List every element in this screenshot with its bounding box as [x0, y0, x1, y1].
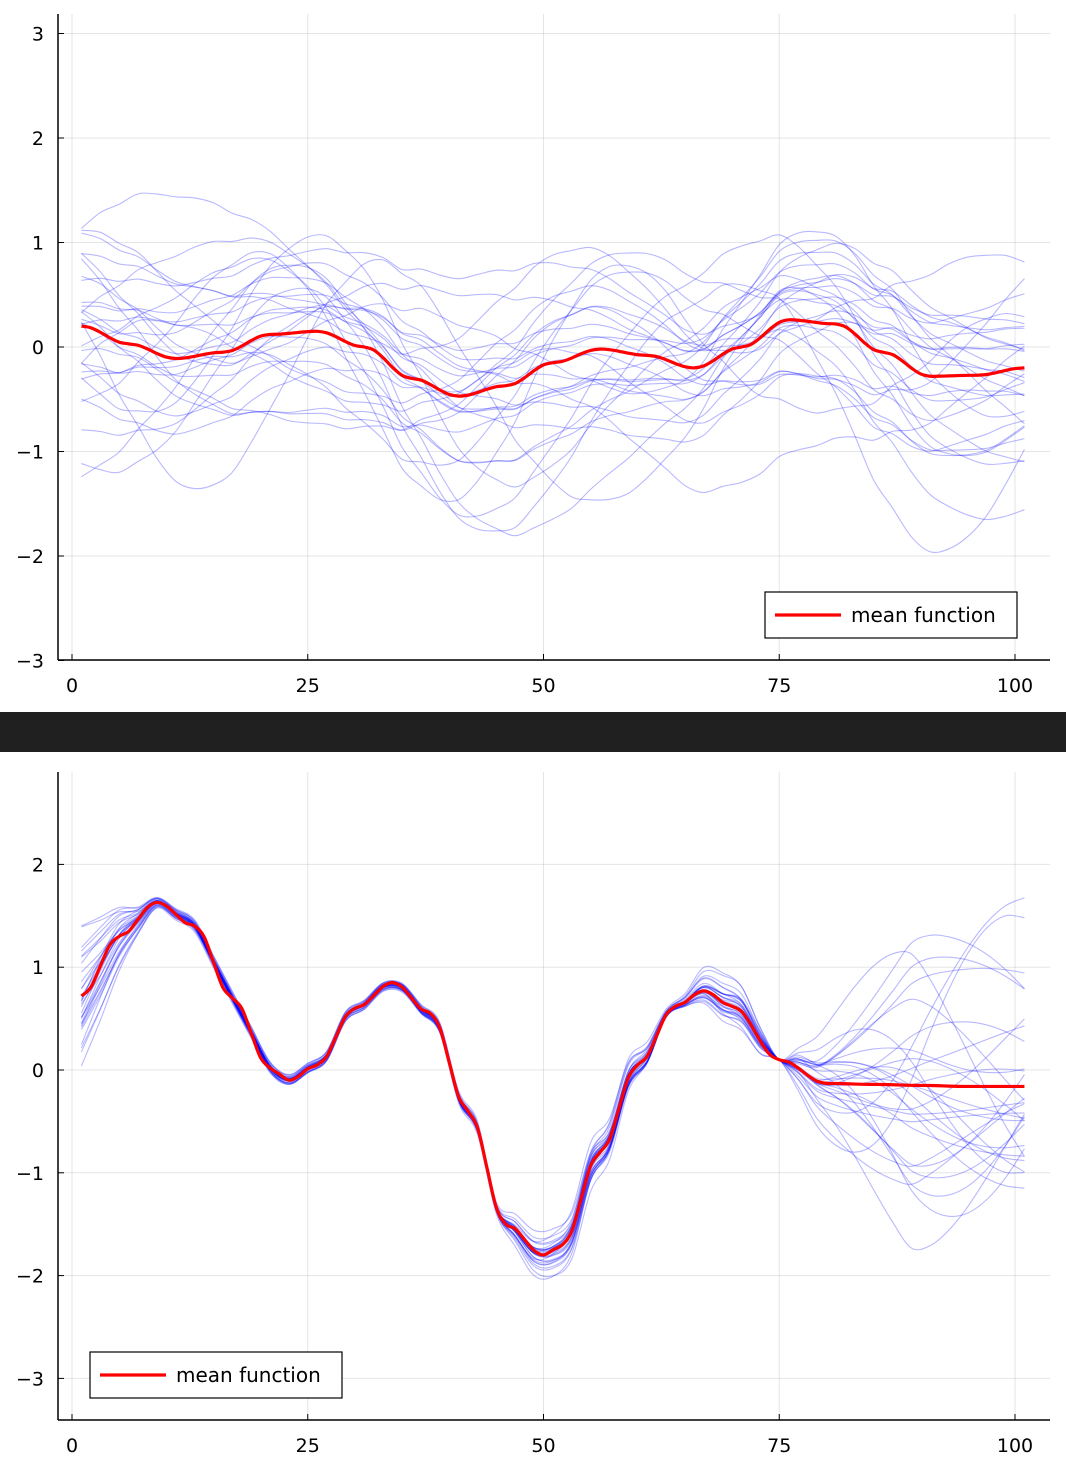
sample-path: [80, 897, 1025, 1255]
y-tick-label: 1: [32, 233, 44, 255]
sample-path: [80, 902, 1025, 1269]
x-tick-label: 75: [767, 1435, 791, 1457]
sample-path: [81, 252, 1025, 367]
sample-path: [80, 897, 1025, 1253]
y-tick-label: 0: [32, 337, 44, 359]
sample-path: [80, 902, 1025, 1266]
x-tick-label: 0: [66, 675, 78, 697]
y-tick-label: −3: [16, 1368, 44, 1390]
sample-path: [80, 904, 1025, 1258]
sample-paths: [80, 896, 1025, 1280]
x-tick-label: 100: [997, 1435, 1033, 1457]
y-tick-label: 0: [32, 1060, 44, 1082]
sample-path: [81, 899, 1025, 1244]
y-tick-label: −2: [16, 546, 44, 568]
sample-path: [81, 353, 1025, 452]
y-tick-label: −1: [16, 442, 44, 464]
sample-path: [81, 229, 1025, 404]
sample-path: [81, 237, 1025, 422]
sample-path: [81, 322, 1025, 463]
x-tick-label: 50: [531, 675, 555, 697]
sample-path: [81, 283, 1025, 554]
y-tick-label: −3: [16, 651, 44, 673]
x-tick-label: 75: [767, 675, 791, 697]
sample-path: [80, 900, 1025, 1264]
chart-bottom: 0 25 50 75 100 −3 −2 −1 0 1 2 mean function: [16, 772, 1050, 1457]
y-tick-label: 2: [32, 854, 44, 876]
sample-path: [80, 904, 1025, 1266]
sample-path: [81, 898, 1025, 1255]
sample-path: [81, 301, 1025, 424]
sample-path: [80, 900, 1025, 1250]
sample-path: [81, 264, 1025, 537]
sample-path: [80, 907, 1025, 1251]
axes: 0 25 50 75 100 −3 −2 −1 0 1 2 3: [16, 14, 1050, 697]
axes: 0 25 50 75 100 −3 −2 −1 0 1 2: [16, 772, 1050, 1457]
x-tick-label: 100: [997, 675, 1033, 697]
sample-path: [81, 898, 1025, 1245]
sample-path: [81, 273, 1025, 401]
sample-path: [80, 904, 1025, 1243]
sample-path: [80, 905, 1025, 1255]
sample-path: [81, 239, 1025, 464]
y-tick-label: −2: [16, 1266, 44, 1288]
mean-function-series: [81, 318, 1025, 398]
sample-path: [81, 306, 1025, 431]
sample-path: [81, 246, 1025, 355]
y-tick-label: 3: [32, 24, 44, 46]
sample-path: [81, 278, 1025, 355]
sample-path: [80, 900, 1025, 1271]
sample-path: [81, 262, 1025, 396]
y-tick-label: 1: [32, 957, 44, 979]
sample-path: [81, 276, 1025, 443]
mean-function-line: [80, 900, 1025, 1257]
sample-path: [81, 305, 1025, 521]
chart-panel-bottom: 0 25 50 75 100 −3 −2 −1 0 1 2 mean function: [0, 752, 1066, 1466]
sample-path: [81, 248, 1025, 397]
x-tick-label: 25: [296, 1435, 320, 1457]
legend-label-mean-function: mean function: [176, 1363, 321, 1387]
sample-path: [80, 900, 1025, 1252]
y-tick-label: −1: [16, 1163, 44, 1185]
x-tick-label: 50: [531, 1435, 555, 1457]
sample-paths: [80, 192, 1025, 554]
sample-path: [81, 900, 1025, 1240]
sample-path: [81, 232, 1025, 377]
y-tick-label: 2: [32, 128, 44, 150]
legend: mean function: [764, 591, 1018, 639]
sample-path: [81, 900, 1025, 1233]
x-tick-label: 0: [66, 1435, 78, 1457]
sample-path: [81, 251, 1025, 503]
sample-path: [81, 305, 1025, 494]
sample-path: [81, 192, 1025, 413]
sample-path: [81, 251, 1025, 417]
sample-path: [81, 296, 1025, 410]
mean-function-series: [80, 900, 1025, 1257]
x-tick-label: 25: [296, 675, 320, 697]
sample-path: [80, 903, 1025, 1263]
sample-path: [81, 901, 1025, 1251]
sample-path: [81, 258, 1025, 433]
grid-lines: [58, 772, 1050, 1420]
sample-path: [80, 901, 1025, 1251]
legend: mean function: [89, 1351, 343, 1399]
sample-path: [81, 271, 1025, 466]
chart-panel-top: 0 25 50 75 100 −3 −2 −1 0 1 2 3 mean function: [0, 0, 1066, 712]
panel-separator: [0, 712, 1066, 752]
sample-path: [80, 898, 1025, 1256]
sample-path: [80, 258, 1025, 501]
sample-path: [80, 906, 1025, 1278]
legend-label-mean-function: mean function: [851, 603, 996, 627]
sample-path: [80, 902, 1025, 1252]
sample-path: [80, 903, 1025, 1258]
sample-path: [81, 234, 1025, 488]
sample-path: [80, 899, 1025, 1257]
chart-top: 0 25 50 75 100 −3 −2 −1 0 1 2 3 mean function: [16, 14, 1050, 697]
mean-function-line: [81, 318, 1025, 398]
sample-path: [80, 906, 1025, 1280]
